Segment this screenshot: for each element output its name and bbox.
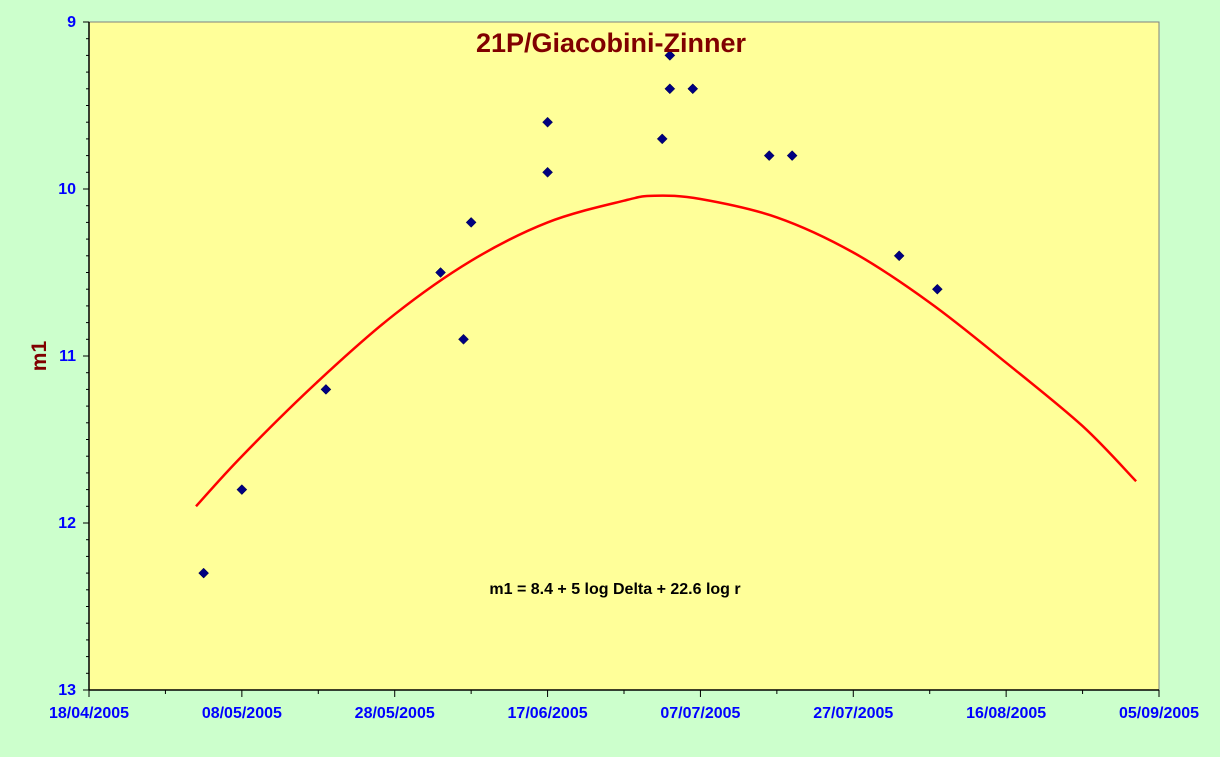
x-tick-label: 27/07/2005 [813,705,893,722]
fit-curve-layer [195,194,1137,508]
y-tick-label: 11 [59,348,76,365]
x-tick-label: 17/06/2005 [508,705,588,722]
plot-area [88,21,1160,691]
data-point [763,150,775,161]
x-tick-label: 07/07/2005 [660,705,740,722]
y-tick-label: 9 [67,14,76,31]
y-tick-label: 12 [58,515,76,532]
x-tick-label: 18/04/2005 [49,705,129,722]
data-point [664,50,676,61]
data-point [435,267,446,278]
data-point [893,250,905,262]
data-point [465,217,477,228]
y-tick-label: 10 [58,181,76,198]
data-point [664,83,676,95]
data-point [320,384,332,395]
formula-annotation: m1 = 8.4 + 5 log Delta + 22.6 log r [489,581,740,598]
y-axis-label: m1 [28,341,51,372]
data-point [198,567,209,579]
data-point [236,484,248,495]
data-point [656,133,668,145]
data-point [542,116,553,128]
x-tick-label: 28/05/2005 [355,705,435,722]
data-point [458,333,469,345]
data-point [932,283,943,295]
axes: 9 10 11 12 13 18/04/2005 08/05/2005 28/05/2005 1… [49,14,1199,722]
x-tick-label: 08/05/2005 [202,705,282,722]
x-tick-label: 16/08/2005 [966,705,1046,722]
x-tick-label: 05/09/2005 [1119,705,1199,722]
chart-text-layer: 21P/Giacobini-Zinner m1 m1 = 8.4 + 5 log… [28,28,747,598]
fit-curve [195,194,1137,508]
data-point [786,150,798,161]
data-points-layer [198,50,943,579]
data-point [687,83,699,95]
chart-title: 21P/Giacobini-Zinner [476,28,747,58]
data-point [542,166,553,178]
y-tick-label: 13 [58,682,76,699]
